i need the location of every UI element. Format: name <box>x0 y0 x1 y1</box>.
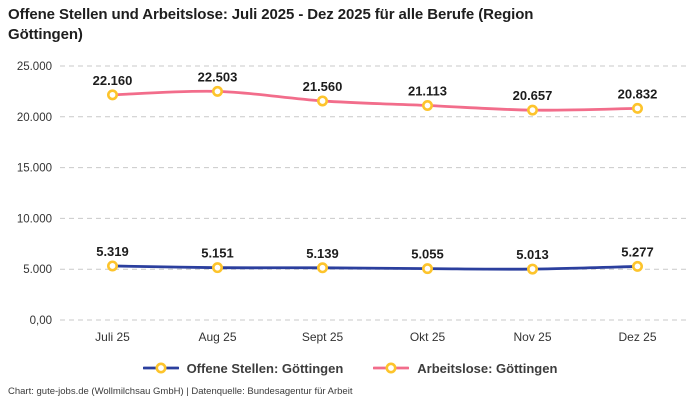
data-point-marker-offene-stellen <box>526 263 538 275</box>
legend-label: Arbeitslose: Göttingen <box>417 360 558 376</box>
series-line-offene-stellen <box>111 264 639 271</box>
chart-title-line2: Göttingen) <box>8 26 83 43</box>
chart-legend: Offene Stellen: Göttingen Arbeitslose: Gö… <box>0 358 700 378</box>
data-point-marker-arbeitslose <box>212 85 224 97</box>
x-axis-tick-label: Juli 25 <box>95 330 130 344</box>
y-axis-tick-label: 0,00 <box>30 315 52 327</box>
y-axis-tick-label: 15.000 <box>17 163 52 175</box>
data-point-value-label: 5.055 <box>411 247 444 262</box>
data-point-marker-offene-stellen <box>107 260 119 272</box>
y-axis-tick-label: 25.000 <box>17 61 52 73</box>
chart-title: Offene Stellen und Arbeitslose: Juli 202… <box>8 5 692 45</box>
data-point-value-label: 20.657 <box>513 88 553 103</box>
legend-label: Offene Stellen: Göttingen <box>186 360 344 376</box>
data-point-value-label: 5.013 <box>516 247 549 262</box>
data-point-marker-arbeitslose <box>316 95 328 107</box>
y-axis-tick-label: 20.000 <box>17 112 52 124</box>
data-point-marker-offene-stellen <box>631 260 643 272</box>
data-point-marker-arbeitslose <box>107 89 119 101</box>
data-point-marker-offene-stellen <box>421 263 433 275</box>
legend-swatch-arbeitslose <box>373 362 410 374</box>
x-axis-tick-label: Dez 25 <box>618 330 656 344</box>
data-point-value-label: 5.319 <box>96 244 129 259</box>
x-axis-tick-label: Nov 25 <box>513 330 551 344</box>
legend-item-arbeitslose[interactable]: Arbeitslose: Göttingen <box>373 361 557 376</box>
data-point-marker-arbeitslose <box>526 104 538 116</box>
data-point-marker-arbeitslose <box>421 99 433 111</box>
x-axis-tick-label: Aug 25 <box>198 330 236 344</box>
data-point-value-label: 5.151 <box>201 246 234 261</box>
data-point-marker-arbeitslose <box>631 102 643 114</box>
legend-item-offene-stellen[interactable]: Offene Stellen: Göttingen <box>142 360 344 376</box>
chart-title-line1: Offene Stellen und Arbeitslose: Juli 202… <box>8 6 534 23</box>
data-point-marker-offene-stellen <box>212 262 224 274</box>
data-point-value-label: 21.560 <box>303 79 343 94</box>
data-point-value-label: 22.503 <box>198 69 238 84</box>
x-axis-tick-label: Okt 25 <box>410 330 446 344</box>
data-point-marker-offene-stellen <box>316 262 328 274</box>
y-axis-tick-label: 10.000 <box>17 213 52 225</box>
series-line-arbeitslose <box>111 89 639 112</box>
data-point-value-label: 22.160 <box>93 73 133 88</box>
x-axis-tick-label: Sept 25 <box>302 330 344 344</box>
chart-footer: Chart: gute-jobs.de (Wollmilchsau GmbH) … <box>8 386 353 397</box>
y-axis-tick-label: 5.000 <box>23 264 52 276</box>
data-point-value-label: 5.139 <box>306 246 339 261</box>
data-point-value-label: 21.113 <box>408 83 447 98</box>
data-point-value-label: 20.832 <box>618 86 658 101</box>
data-point-value-label: 5.277 <box>621 244 654 259</box>
legend-swatch-offene-stellen <box>142 362 179 374</box>
line-chart: 0,00 5.000 10.000 15.000 20.000 25.000 Juli 25… <box>17 61 690 344</box>
